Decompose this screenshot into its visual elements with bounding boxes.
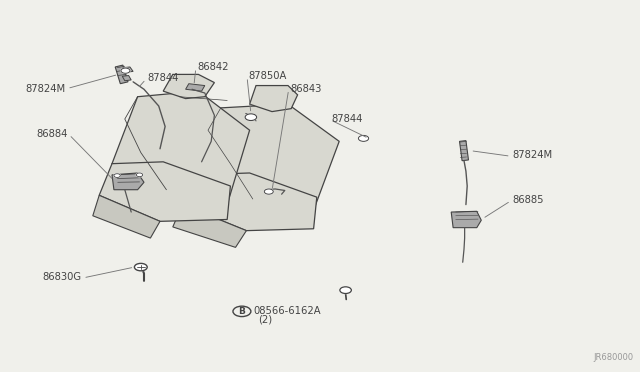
Polygon shape [99,162,230,221]
Polygon shape [123,67,133,72]
Polygon shape [115,65,128,84]
Polygon shape [186,84,205,91]
Polygon shape [112,173,144,190]
Circle shape [114,174,120,177]
Polygon shape [93,195,160,238]
Text: 86884: 86884 [36,129,68,139]
Circle shape [245,114,257,121]
Text: 87850A: 87850A [248,71,287,81]
Polygon shape [451,211,481,228]
Polygon shape [122,76,131,81]
Polygon shape [112,91,250,205]
Text: 87844: 87844 [147,73,179,83]
Text: 86843: 86843 [290,84,321,93]
Text: JR680000: JR680000 [593,353,634,362]
Circle shape [358,135,369,141]
Circle shape [134,263,147,271]
Polygon shape [163,74,214,99]
Text: 87824M: 87824M [26,84,66,93]
Polygon shape [460,141,468,161]
Text: 86830G: 86830G [43,272,82,282]
Circle shape [121,68,130,73]
Text: 86842: 86842 [197,62,228,72]
Polygon shape [250,86,298,112]
Text: 08566-6162A: 08566-6162A [253,307,321,316]
Circle shape [264,189,273,194]
Text: 87824M: 87824M [512,151,552,160]
Text: 87844: 87844 [332,114,363,124]
Circle shape [136,173,143,177]
Circle shape [340,287,351,294]
Polygon shape [195,104,339,212]
Text: B: B [239,307,245,316]
Circle shape [233,306,251,317]
Polygon shape [173,205,246,247]
Text: (2): (2) [259,315,273,325]
Text: 86885: 86885 [512,195,543,205]
Polygon shape [182,173,317,231]
